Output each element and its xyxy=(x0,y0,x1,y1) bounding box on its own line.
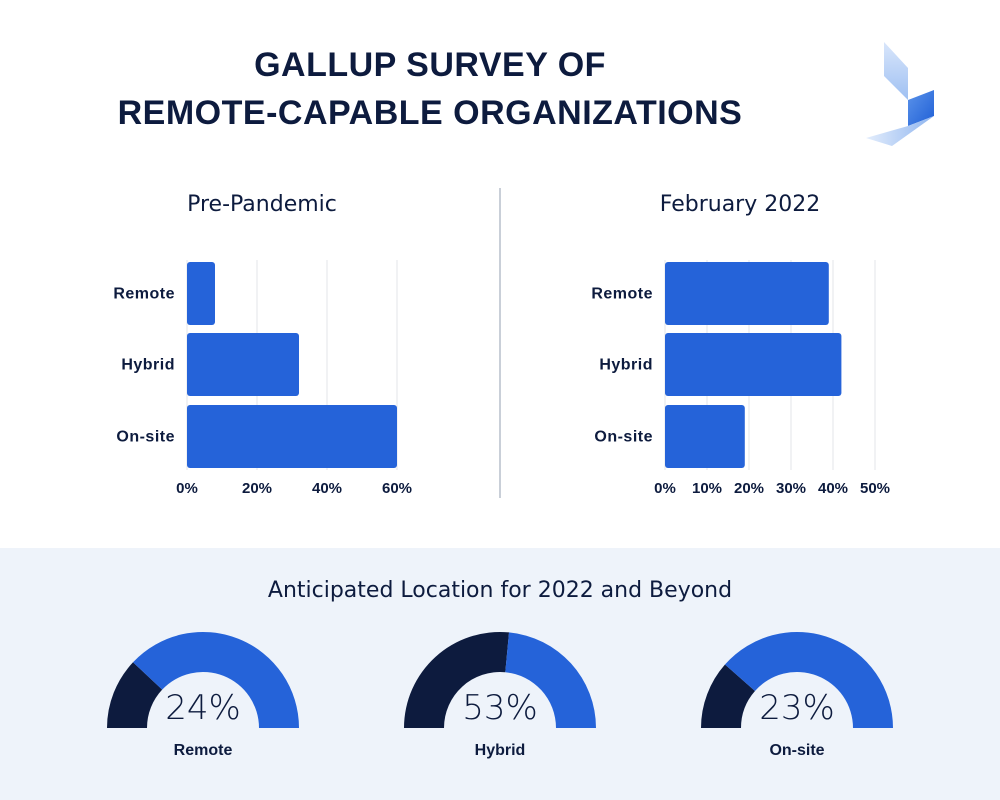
category-label: Remote xyxy=(113,286,175,303)
gauge-fill xyxy=(404,632,510,728)
gauge-label: Remote xyxy=(173,742,233,759)
anticipated-section: Anticipated Location for 2022 and Beyond… xyxy=(0,548,1000,800)
bar-hybrid xyxy=(187,333,299,396)
gauge-arc xyxy=(701,632,893,728)
gauge-rest xyxy=(724,632,893,728)
gauge-fill xyxy=(107,662,163,728)
gauge-label: Hybrid xyxy=(474,742,526,759)
x-tick-label: 20% xyxy=(734,480,764,497)
gauge-fill xyxy=(701,664,755,728)
x-tick-label: 60% xyxy=(382,480,412,497)
chart-divider xyxy=(499,188,501,498)
x-tick-label: 40% xyxy=(818,480,848,497)
x-tick-label: 10% xyxy=(692,480,722,497)
gauge-value: 23% xyxy=(759,688,835,728)
gauge-hybrid: 53% Hybrid xyxy=(400,626,600,796)
bar-on-site xyxy=(665,405,745,468)
bar-on-site xyxy=(187,405,397,468)
title-line-1: GALLUP SURVEY OF xyxy=(254,46,606,84)
x-tick-label: 0% xyxy=(176,480,198,497)
gauge-rest xyxy=(133,632,299,728)
bar-remote xyxy=(665,262,829,325)
chart-title: Pre-Pandemic xyxy=(187,192,337,217)
gauge-remote: 24% Remote xyxy=(103,626,303,796)
gauge-value: 53% xyxy=(462,688,538,728)
x-tick-label: 30% xyxy=(776,480,806,497)
gauge-arc xyxy=(107,632,299,728)
gauge-section-title: Anticipated Location for 2022 and Beyond xyxy=(267,578,733,603)
brand-logo-icon xyxy=(866,42,934,146)
x-tick-label: 40% xyxy=(312,480,342,497)
title-line-2: REMOTE-CAPABLE ORGANIZATIONS xyxy=(117,94,743,132)
gauge-label: On-site xyxy=(769,742,825,759)
gauge-on-site: 23% On-site xyxy=(697,626,897,796)
gauge-value: 24% xyxy=(165,688,241,728)
gauge-arc xyxy=(404,632,596,728)
bar-charts: Pre-Pandemic 0% 20% 40% 60% Remote Hybrid On-si… xyxy=(113,192,890,497)
category-label: Hybrid xyxy=(121,357,175,374)
x-tick-label: 20% xyxy=(242,480,272,497)
x-tick-label: 0% xyxy=(654,480,676,497)
bar-remote xyxy=(187,262,215,325)
category-label: Remote xyxy=(591,286,653,303)
gauge-rest xyxy=(505,632,596,728)
category-label: On-site xyxy=(594,429,653,446)
category-label: Hybrid xyxy=(599,357,653,374)
bar-hybrid xyxy=(665,333,842,396)
x-tick-label: 50% xyxy=(860,480,890,497)
chart-title: February 2022 xyxy=(660,192,820,217)
category-label: On-site xyxy=(116,429,175,446)
